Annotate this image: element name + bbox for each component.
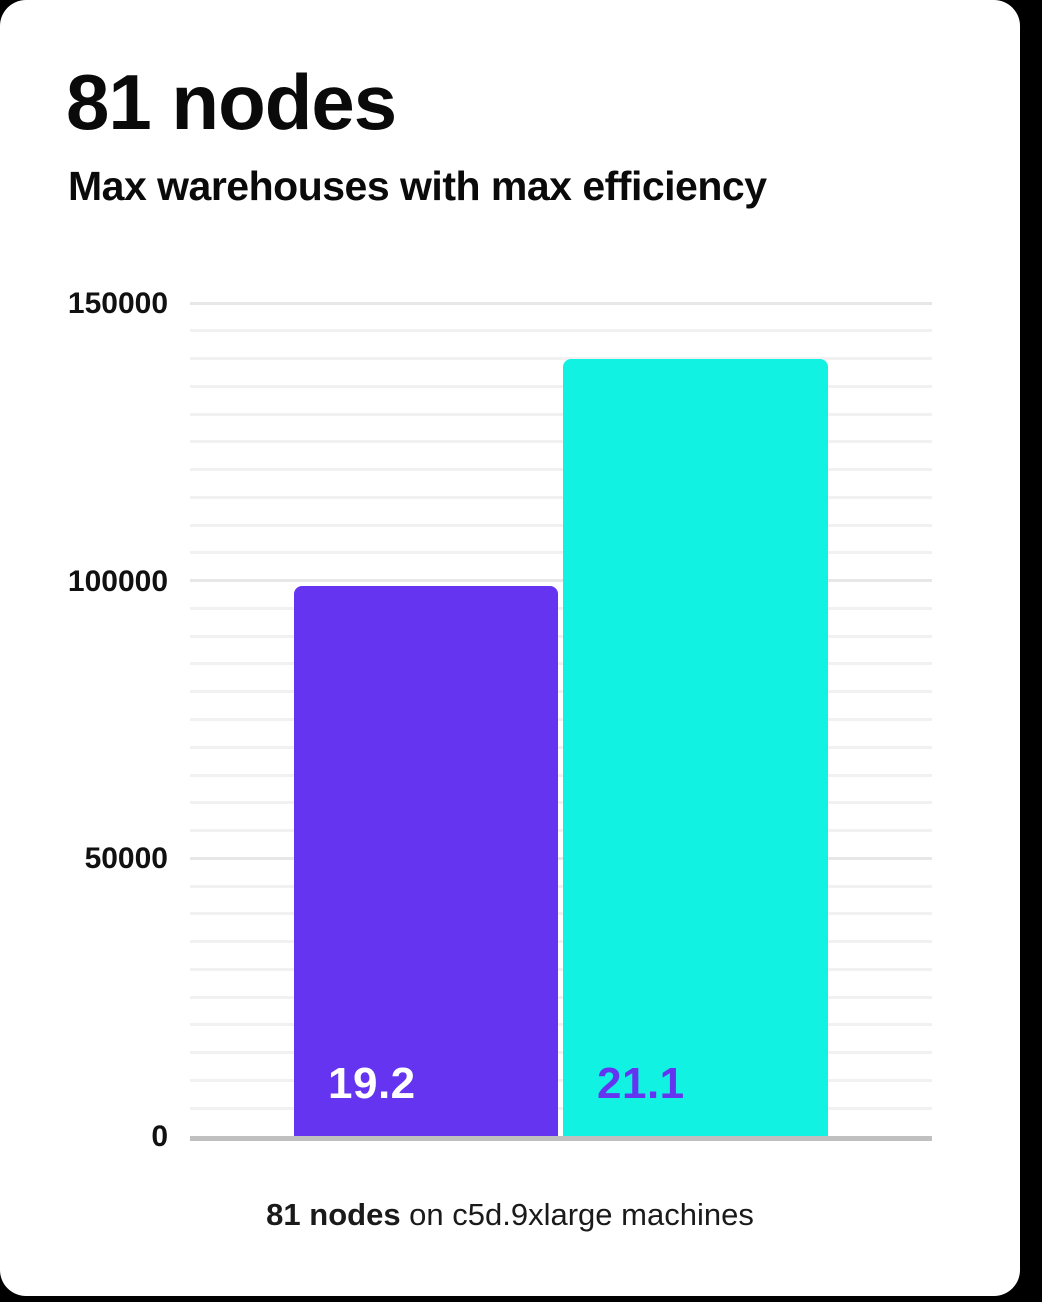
chart-card: 81 nodes Max warehouses with max efficie… xyxy=(0,0,1020,1296)
major-gridline xyxy=(190,579,932,583)
minor-gridline xyxy=(190,412,932,416)
minor-gridline xyxy=(190,523,932,527)
y-tick-label: 50000 xyxy=(84,842,168,876)
major-gridline xyxy=(190,301,932,305)
bar-value-label-19.2: 19.2 xyxy=(328,1059,416,1108)
minor-gridline xyxy=(190,829,932,833)
page-subtitle: Max warehouses with max efficiency xyxy=(68,163,767,209)
bar-21.1 xyxy=(563,358,828,1136)
minor-gridline xyxy=(190,1023,932,1027)
minor-gridline xyxy=(190,801,932,805)
minor-gridline xyxy=(190,967,932,971)
y-tick-label: 0 xyxy=(151,1120,168,1153)
minor-gridline xyxy=(190,1106,932,1110)
chart-caption: 81 nodes on c5d.9xlarge machines xyxy=(0,1196,1020,1233)
minor-gridline xyxy=(190,995,932,999)
minor-gridline xyxy=(190,551,932,555)
minor-gridline xyxy=(190,606,932,610)
major-gridline xyxy=(190,856,932,860)
minor-gridline xyxy=(190,440,932,444)
bar-chart: 0 50000 100000 150000 19.2 21.1 xyxy=(67,287,932,1153)
minor-gridline xyxy=(190,745,932,749)
minor-gridline xyxy=(190,357,932,361)
minor-gridline xyxy=(190,384,932,388)
minor-gridline xyxy=(190,773,932,777)
page-title: 81 nodes xyxy=(66,58,397,146)
minor-gridline xyxy=(190,690,932,694)
minor-gridline xyxy=(190,1078,932,1082)
minor-gridline xyxy=(190,495,932,499)
bar-value-label-21.1: 21.1 xyxy=(597,1059,685,1108)
minor-gridline xyxy=(190,634,932,638)
minor-gridline xyxy=(190,884,932,888)
bar-19.2 xyxy=(294,586,558,1136)
minor-gridline xyxy=(190,1051,932,1055)
minor-gridline xyxy=(190,662,932,666)
minor-gridline xyxy=(190,718,932,721)
caption-regular-text: on c5d.9xlarge machines xyxy=(400,1197,754,1232)
x-axis-line xyxy=(190,1136,932,1141)
minor-gridline xyxy=(190,912,932,916)
minor-gridline xyxy=(190,940,932,944)
minor-gridline xyxy=(190,329,932,333)
caption-bold-text: 81 nodes xyxy=(266,1197,401,1232)
minor-gridline xyxy=(190,468,932,472)
y-tick-label: 100000 xyxy=(67,564,168,598)
y-tick-label: 150000 xyxy=(67,287,168,320)
